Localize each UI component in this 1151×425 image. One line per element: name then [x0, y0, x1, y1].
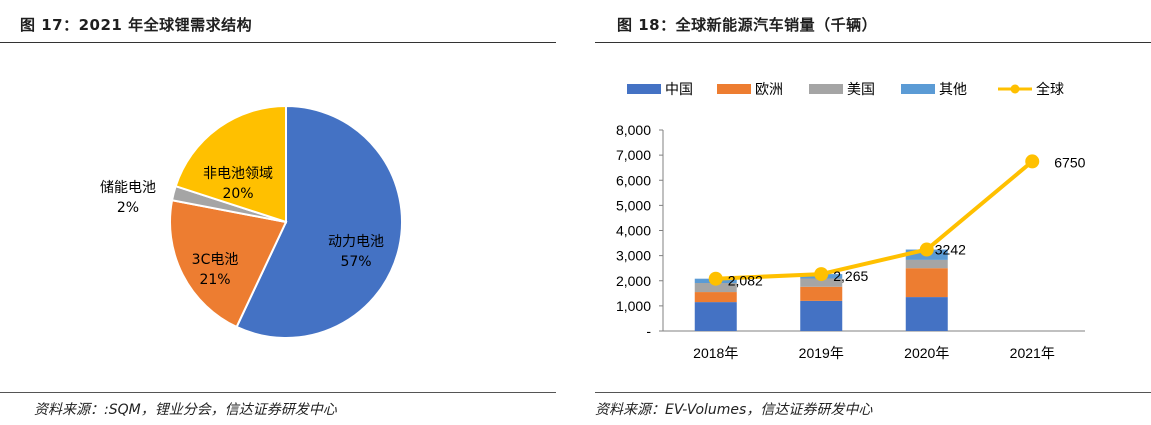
- left-figure-panel: 图 17：2021 年全球锂需求结构 动力电池 57% 3C电池 21% 储能电池 2% 非…: [0, 0, 556, 425]
- bar-segment-1-0: [800, 300, 843, 331]
- right-source-note: 资料来源：EV-Volumes，信达证券研发中心: [595, 402, 873, 418]
- y-tick-label-8: 8,000: [616, 122, 651, 138]
- global-point-3: [1025, 154, 1040, 169]
- right-figure-title: 图 18：全球新能源汽车销量（千辆）: [617, 16, 878, 34]
- bar-segment-2-1: [905, 268, 948, 298]
- pie-label-name-power-battery: 动力电池: [328, 234, 384, 250]
- x-tick-label-0: 2018年: [693, 345, 738, 361]
- x-tick-label-2: 2020年: [904, 345, 949, 361]
- legend-swatch-2: [809, 84, 843, 94]
- y-tick-label-1: 1,000: [616, 298, 651, 314]
- global-data-label-1: 2,265: [833, 268, 868, 284]
- bar-segment-0-2: [694, 283, 737, 293]
- left-bottom-rule: [0, 392, 556, 393]
- bar-segment-0-0: [694, 302, 737, 331]
- global-point-1: [814, 267, 829, 282]
- pie-slice-non-battery: [174, 104, 287, 224]
- pie-slice-power-battery: [235, 104, 403, 339]
- legend-swatch-0: [627, 84, 661, 94]
- legend-label-0: 中国: [665, 82, 693, 98]
- x-tick-label-1: 2019年: [799, 345, 844, 361]
- pie-label-value-power-battery: 57%: [340, 254, 371, 270]
- right-figure-panel: 图 18：全球新能源汽车销量（千辆） 中国 欧洲 美国 其他 全球 - 1,000 2,000…: [595, 0, 1151, 425]
- pie-label-value-3c-battery: 21%: [199, 272, 230, 288]
- global-data-label-2: 3242: [935, 242, 966, 258]
- stacked-bar-line-chart: 中国 欧洲 美国 其他 全球 - 1,000 2,000 3,000 4,000 5,000 6,00…: [616, 81, 1086, 361]
- y-tick-label-3: 3,000: [616, 248, 651, 264]
- pie-slice-3c-battery: [169, 199, 288, 329]
- legend-label-3: 其他: [939, 82, 967, 98]
- left-top-rule: [0, 42, 556, 43]
- y-tick-label-2: 2,000: [616, 273, 651, 289]
- y-tick-label-4: 4,000: [616, 223, 651, 239]
- legend-marker-global: [1010, 84, 1020, 94]
- pie-label-name-non-battery: 非电池领域: [203, 166, 273, 182]
- bar-segment-1-1: [800, 286, 843, 301]
- legend-label-2: 美国: [847, 82, 875, 98]
- left-figure-title: 图 17：2021 年全球锂需求结构: [20, 16, 253, 34]
- y-tick-label-6: 6,000: [616, 172, 651, 188]
- pie-label-name-3c-battery: 3C电池: [192, 252, 239, 268]
- x-tick-label-3: 2021年: [1010, 345, 1055, 361]
- global-point-0: [708, 271, 723, 286]
- global-point-2: [919, 242, 934, 257]
- y-tick-label-0: -: [646, 323, 651, 339]
- legend-label-global: 全球: [1036, 81, 1064, 98]
- legend-swatch-1: [717, 84, 751, 94]
- right-bottom-rule: [595, 392, 1151, 393]
- pie-label-value-non-battery: 20%: [222, 186, 253, 202]
- pie-label-name-storage-battery: 储能电池: [100, 180, 156, 196]
- bar-segment-1-2: [800, 278, 843, 287]
- legend-swatch-3: [901, 84, 935, 94]
- y-tick-label-5: 5,000: [616, 197, 651, 213]
- bar-segment-2-2: [905, 259, 948, 269]
- pie-chart: 动力电池 57% 3C电池 21% 储能电池 2% 非电池领域 20%: [100, 104, 403, 339]
- legend-label-1: 欧洲: [755, 82, 783, 98]
- y-tick-label-7: 7,000: [616, 147, 651, 163]
- global-data-label-3: 6750: [1054, 154, 1085, 170]
- bar-segment-2-0: [905, 297, 948, 331]
- global-sales-line: [713, 159, 1035, 281]
- bar-segment-0-1: [694, 292, 737, 303]
- right-top-rule: [595, 42, 1151, 43]
- pie-label-value-storage-battery: 2%: [117, 200, 139, 216]
- global-data-label-0: 2,082: [728, 273, 763, 289]
- left-source-note: 资料来源：:SQM，锂业分会，信达证券研发中心: [34, 402, 337, 418]
